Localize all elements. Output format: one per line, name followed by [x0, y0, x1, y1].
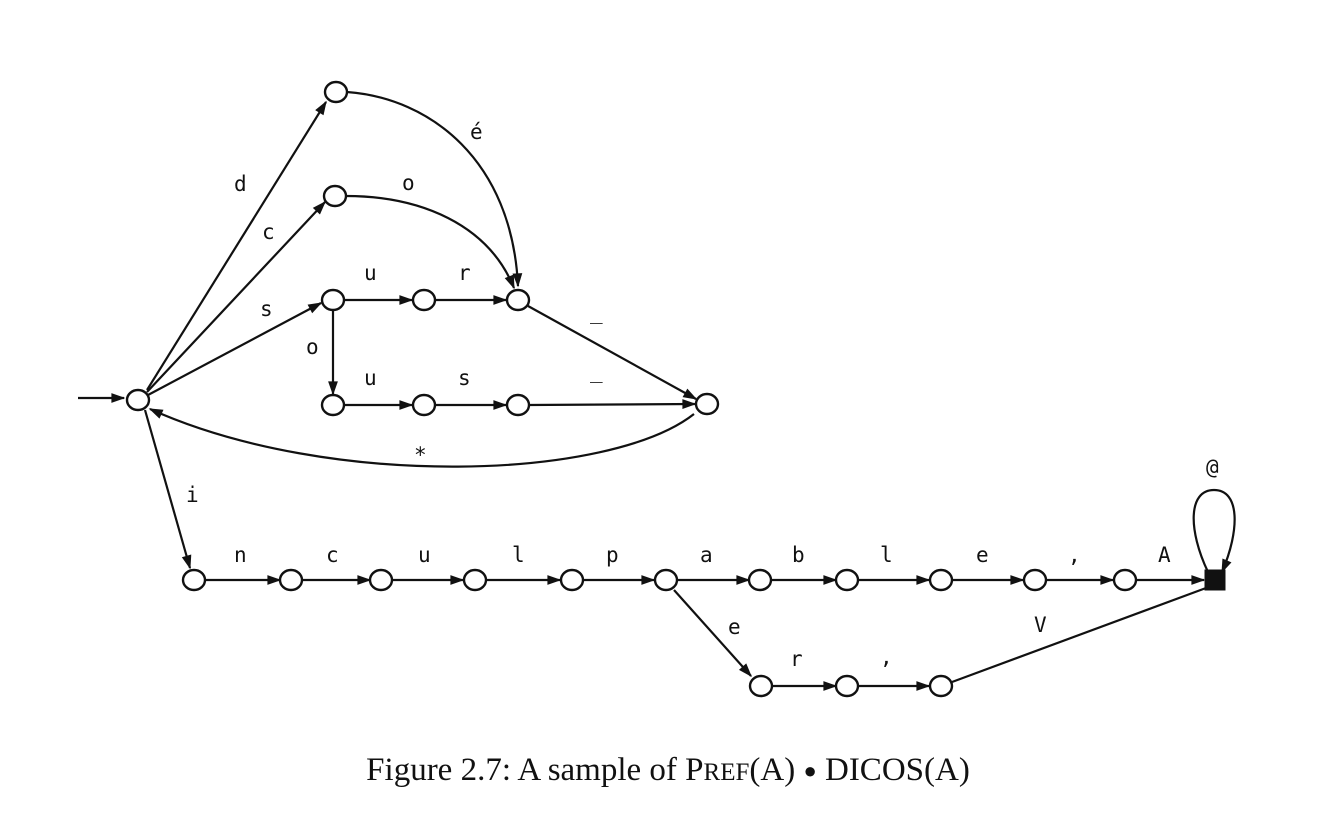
state-r6: [653, 568, 679, 592]
state-s1: [748, 674, 774, 698]
state-q5: [505, 288, 531, 312]
label-comma0: ,: [1068, 543, 1081, 567]
edge-o0: [345, 194, 516, 290]
edge-s0: [147, 302, 323, 396]
edge-dash1: [527, 399, 697, 409]
caption-pref-rest: REF: [703, 759, 750, 786]
state-s3: [928, 674, 954, 698]
state-q4: [411, 288, 437, 312]
label-l0: l: [512, 543, 525, 567]
label-c1: c: [326, 543, 339, 567]
label-u0: u: [364, 261, 377, 285]
label-a: a: [700, 543, 713, 567]
state-r4: [462, 568, 488, 592]
edge-i: [143, 409, 192, 570]
label-o0: o: [402, 171, 415, 195]
caption-bullet: ●: [803, 758, 817, 783]
label-r1: r: [790, 647, 803, 671]
edge-star: [148, 407, 695, 468]
state-q7: [411, 393, 437, 417]
label-comma1: ,: [880, 645, 893, 669]
state-s2: [834, 674, 860, 698]
label-dash0: _: [590, 300, 603, 324]
state-r11: [1112, 568, 1138, 592]
edge-e-acute: [346, 90, 523, 288]
caption-prefix: Figure 2.7: A sample of: [366, 752, 686, 788]
edge-at-loop: [1192, 488, 1236, 574]
state-r9: [928, 568, 954, 592]
label-i: i: [186, 483, 199, 507]
edge-dash0: [527, 305, 698, 400]
label-s1: s: [458, 366, 471, 390]
label-star: *: [414, 443, 427, 467]
state-q6: [320, 393, 346, 417]
label-u1: u: [364, 366, 377, 390]
state-q9: [694, 392, 720, 416]
label-n: n: [234, 543, 247, 567]
state-r10: [1022, 568, 1048, 592]
caption-pref-arg: (A): [749, 752, 804, 788]
edge-e1: [673, 589, 752, 678]
label-l1: l: [880, 543, 893, 567]
label-e1: e: [728, 615, 741, 639]
label-dash1: _: [590, 359, 603, 383]
edge-d: [146, 100, 327, 391]
label-at: @: [1206, 455, 1219, 479]
state-r3: [368, 568, 394, 592]
state-r8: [834, 568, 860, 592]
edge-c0: [146, 200, 326, 393]
label-A: A: [1158, 543, 1171, 567]
label-r0: r: [458, 261, 471, 285]
state-r5: [559, 568, 585, 592]
state-q0: [125, 388, 151, 412]
label-V: V: [1034, 613, 1047, 637]
label-s0: s: [260, 297, 273, 321]
state-r7: [747, 568, 773, 592]
state-q2: [322, 184, 348, 208]
caption-pref-initial: P: [685, 752, 704, 788]
label-d: d: [234, 172, 247, 196]
label-p: p: [606, 543, 619, 567]
label-c0: c: [262, 220, 275, 244]
label-o1: o: [306, 335, 319, 359]
state-q3: [320, 288, 346, 312]
caption-suffix: DICOS(A): [816, 752, 970, 788]
label-e0: e: [976, 543, 989, 567]
state-final: [1204, 569, 1226, 591]
state-r1: [181, 568, 207, 592]
label-b: b: [792, 543, 805, 567]
edge-V: [951, 586, 1207, 684]
label-u2: u: [418, 543, 431, 567]
state-r2: [278, 568, 304, 592]
figure-caption: Figure 2.7: A sample of PREF(A) ● DICOS(…: [0, 752, 1336, 789]
state-q1: [323, 80, 349, 104]
label-e-acute: é: [470, 120, 483, 144]
state-q8: [505, 393, 531, 417]
